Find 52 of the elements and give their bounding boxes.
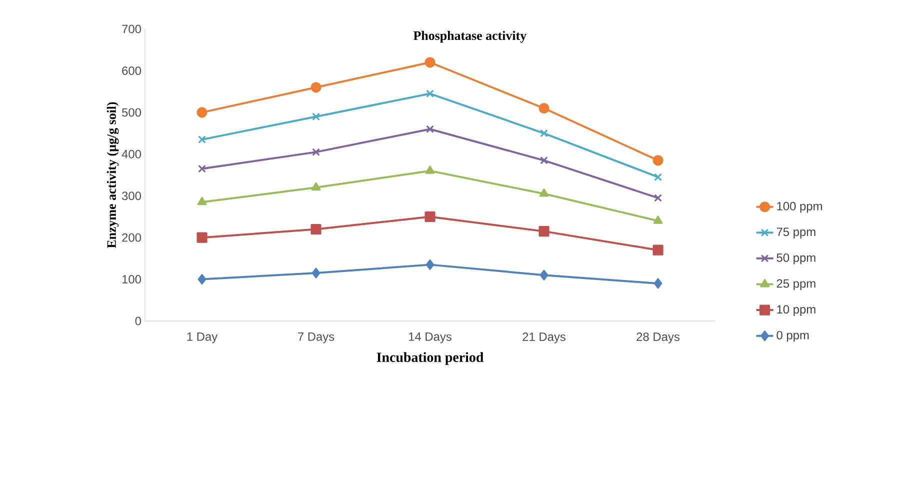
y-axis-title: Enzyme activity (µg/g soil) <box>106 102 119 248</box>
point <box>198 164 206 173</box>
point <box>654 173 662 182</box>
x-tick-label: 28 Days <box>636 332 680 344</box>
y-tick-label: 400 <box>122 150 142 158</box>
point <box>198 136 206 144</box>
x-tick-label: 21 Days <box>522 332 566 344</box>
legend-label: 75 ppm <box>776 228 816 238</box>
point <box>426 90 434 98</box>
x-tick-label: 7 Days <box>298 332 334 344</box>
x-tick-label: 14 Days <box>408 332 452 344</box>
point <box>425 166 435 174</box>
y-tick-label: 200 <box>122 233 142 242</box>
y-tick-label: 600 <box>122 66 142 75</box>
point <box>538 226 550 237</box>
point <box>197 196 207 206</box>
legend-label: 100 ppm <box>777 202 822 213</box>
point <box>424 211 436 222</box>
y-tick-label: 500 <box>122 108 142 117</box>
point <box>312 268 320 278</box>
point <box>196 107 208 118</box>
legend-label: 0 ppm <box>776 330 809 342</box>
point <box>312 112 320 121</box>
legend-label: 50 ppm <box>776 253 816 264</box>
point <box>654 194 662 202</box>
point <box>653 216 663 224</box>
x-axis-title: Incubation period <box>376 352 484 365</box>
y-tick-label: 300 <box>122 192 142 200</box>
point <box>540 156 548 164</box>
y-tick-label: 100 <box>122 275 142 284</box>
point <box>654 278 662 289</box>
point <box>312 148 320 156</box>
y-tick-label: 700 <box>122 24 142 34</box>
point <box>540 270 548 280</box>
legend-label: 25 ppm <box>776 279 816 290</box>
chart-title: Phosphatase activity <box>413 30 526 43</box>
point <box>540 129 548 138</box>
point <box>426 259 434 270</box>
point <box>652 155 664 166</box>
point <box>310 82 322 93</box>
y-tick-label: 0 <box>135 316 142 326</box>
x-tick-label: 1 Day <box>187 332 218 344</box>
point <box>311 182 321 191</box>
point <box>538 102 550 114</box>
point <box>426 125 434 134</box>
point <box>196 232 208 243</box>
point <box>198 274 206 285</box>
legend-label: 10 ppm <box>777 305 816 316</box>
point <box>539 188 549 197</box>
point <box>652 244 664 256</box>
point <box>424 57 436 68</box>
point <box>310 224 322 235</box>
